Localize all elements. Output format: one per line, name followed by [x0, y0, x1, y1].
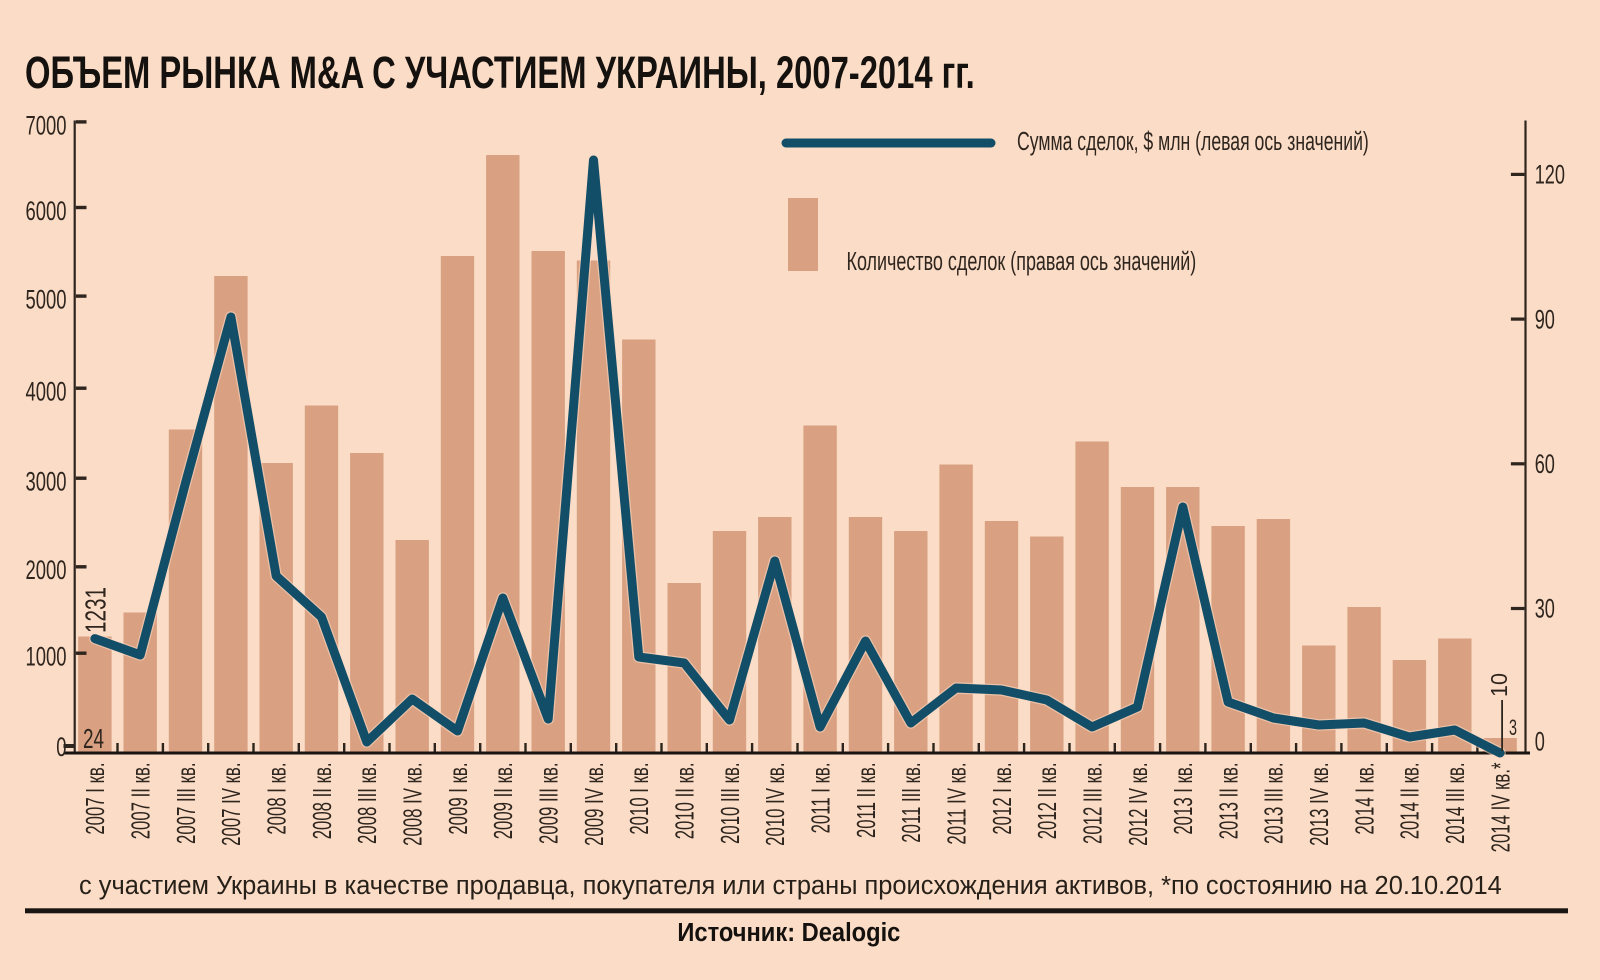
svg-text:2007 II кв.: 2007 II кв.: [126, 763, 156, 840]
svg-text:120: 120: [1535, 159, 1565, 190]
svg-text:2008 II кв.: 2008 II кв.: [307, 763, 337, 840]
svg-text:с участием Украины в качестве: с участием Украины в качестве продавца, …: [79, 872, 1502, 900]
svg-text:2011 II кв.: 2011 II кв.: [851, 763, 881, 839]
svg-text:2012 II кв.: 2012 II кв.: [1032, 763, 1062, 840]
svg-text:2009 IV кв.: 2009 IV кв.: [579, 763, 609, 846]
svg-text:2007 IV кв.: 2007 IV кв.: [216, 763, 246, 846]
svg-text:2011 IV кв.: 2011 IV кв.: [942, 763, 972, 845]
svg-text:ОБЪЕМ РЫНКА M&A С УЧАСТИЕМ УКР: ОБЪЕМ РЫНКА M&A С УЧАСТИЕМ УКРАИНЫ, 2007…: [25, 48, 975, 98]
svg-text:2013 I кв.: 2013 I кв.: [1168, 763, 1198, 835]
svg-text:90: 90: [1535, 304, 1555, 335]
svg-text:2008 III кв.: 2008 III кв.: [352, 763, 382, 844]
svg-text:2000: 2000: [26, 555, 67, 585]
svg-text:2014 I кв.: 2014 I кв.: [1350, 763, 1380, 835]
svg-text:Сумма сделок, $ млн (левая ось: Сумма сделок, $ млн (левая ось значений): [1017, 127, 1369, 156]
svg-text:2011 III кв.: 2011 III кв.: [896, 763, 926, 843]
svg-text:60: 60: [1535, 448, 1555, 479]
svg-text:2013 II кв.: 2013 II кв.: [1214, 763, 1244, 840]
svg-text:2010 III кв.: 2010 III кв.: [715, 763, 745, 844]
svg-text:2009 II кв.: 2009 II кв.: [488, 763, 518, 840]
svg-text:3000: 3000: [26, 466, 67, 496]
svg-text:2011 I кв.: 2011 I кв.: [806, 763, 836, 834]
svg-text:2009 I кв.: 2009 I кв.: [443, 763, 473, 835]
svg-text:2009 III кв.: 2009 III кв.: [534, 763, 564, 844]
svg-text:2008 IV кв.: 2008 IV кв.: [398, 763, 428, 846]
svg-text:5000: 5000: [26, 284, 67, 314]
svg-text:1231: 1231: [80, 587, 112, 633]
svg-text:2014 IV кв.*: 2014 IV кв.*: [1486, 762, 1516, 852]
svg-text:2013 IV кв.: 2013 IV кв.: [1304, 763, 1334, 846]
svg-text:6000: 6000: [26, 195, 67, 225]
svg-text:2012 I кв.: 2012 I кв.: [987, 763, 1017, 835]
svg-text:2014 II кв.: 2014 II кв.: [1395, 763, 1425, 840]
svg-text:2010 II кв.: 2010 II кв.: [670, 763, 700, 840]
svg-text:3: 3: [1509, 715, 1517, 740]
svg-text:2014 III кв.: 2014 III кв.: [1440, 763, 1470, 844]
svg-text:0: 0: [56, 731, 66, 761]
svg-text:2008 I кв.: 2008 I кв.: [262, 763, 292, 835]
svg-text:1000: 1000: [26, 641, 67, 671]
svg-text:2012 IV кв.: 2012 IV кв.: [1123, 763, 1153, 846]
svg-text:10: 10: [1486, 673, 1512, 697]
svg-text:30: 30: [1535, 593, 1555, 624]
svg-text:7000: 7000: [26, 110, 67, 140]
svg-text:2013 III кв.: 2013 III кв.: [1259, 763, 1289, 844]
svg-text:2010 I кв.: 2010 I кв.: [624, 763, 654, 835]
svg-text:2012 III кв.: 2012 III кв.: [1078, 763, 1108, 844]
svg-text:Источник: Dealogic: Источник: Dealogic: [677, 918, 900, 947]
svg-text:2010 IV кв.: 2010 IV кв.: [760, 763, 790, 846]
svg-text:0: 0: [1535, 726, 1545, 757]
svg-text:2007 III кв.: 2007 III кв.: [171, 763, 201, 844]
svg-text:4000: 4000: [26, 376, 67, 406]
svg-text:2007 I кв.: 2007 I кв.: [80, 763, 110, 835]
svg-text:Количество сделок (правая ось: Количество сделок (правая ось значений): [847, 247, 1197, 276]
svg-text:24: 24: [83, 723, 104, 755]
